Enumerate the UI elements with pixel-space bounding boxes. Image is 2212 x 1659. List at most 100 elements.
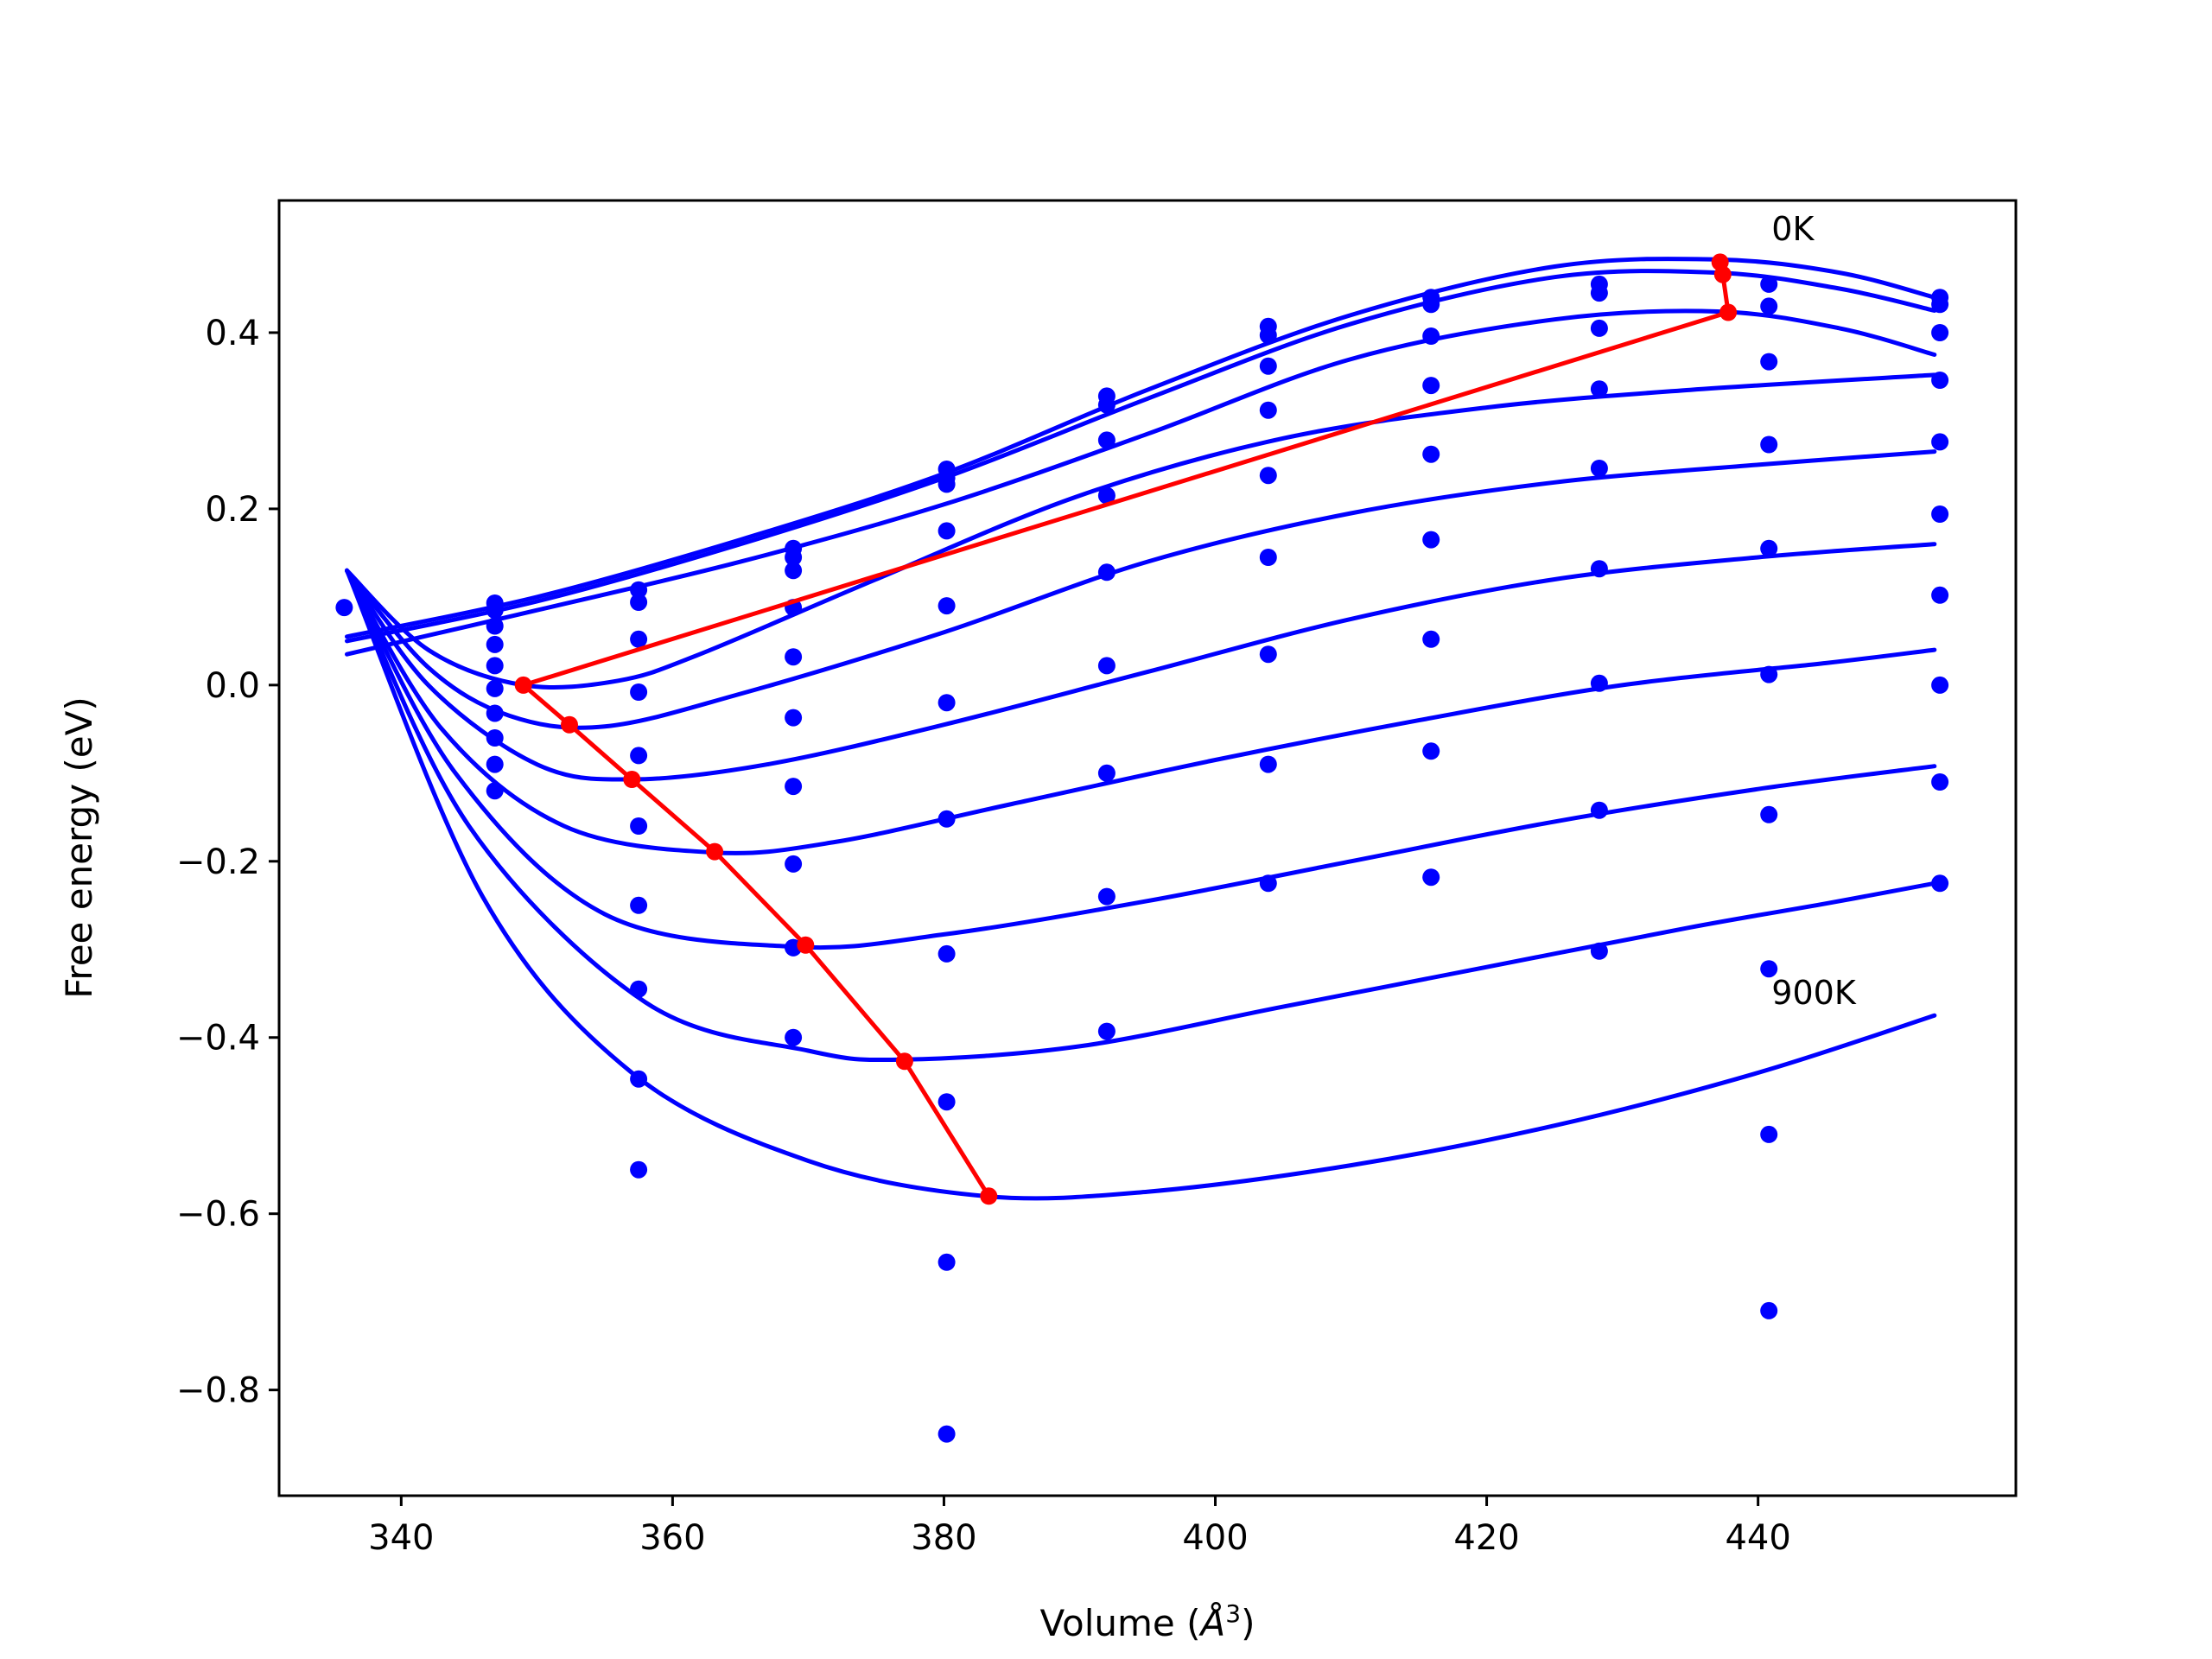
- data-point: [1097, 764, 1116, 782]
- plot-area-frame: [277, 199, 2018, 1497]
- data-point: [1931, 676, 1949, 694]
- data-point: [938, 597, 956, 615]
- fit-curve: [345, 568, 1937, 1063]
- data-point: [785, 778, 803, 796]
- data-point: [1097, 396, 1116, 414]
- y-tick-label: 0.0: [205, 666, 260, 706]
- minimum-point: [1719, 303, 1738, 321]
- data-point: [1259, 467, 1277, 485]
- minimum-point: [895, 1052, 913, 1071]
- data-point: [1590, 674, 1608, 692]
- x-tick-label: 400: [1182, 1518, 1248, 1558]
- data-point: [1760, 297, 1778, 315]
- data-point: [1259, 401, 1277, 419]
- data-point: [1097, 431, 1116, 449]
- data-point: [785, 709, 803, 727]
- data-point: [1259, 327, 1277, 344]
- data-point: [1097, 563, 1116, 582]
- minimum-point: [706, 842, 724, 861]
- data-point: [486, 729, 504, 747]
- minimum-path-line: [521, 261, 1731, 1198]
- annotations: 0K 900K: [1771, 210, 1857, 1012]
- data-point: [1422, 296, 1440, 314]
- data-point: [1760, 539, 1778, 557]
- data-point: [630, 896, 648, 914]
- data-point: [630, 817, 648, 835]
- data-point: [1259, 357, 1277, 375]
- data-point: [1760, 435, 1778, 454]
- minimum-point: [1713, 265, 1732, 283]
- fit-curve: [345, 568, 1937, 855]
- data-point: [1097, 486, 1116, 505]
- minimum-point: [980, 1187, 998, 1205]
- data-point: [1590, 284, 1608, 302]
- data-point: [1760, 805, 1778, 823]
- data-point: [630, 581, 648, 599]
- x-axis-ticks: 340 360 380 400 420 440: [368, 1496, 1791, 1558]
- data-point: [938, 810, 956, 828]
- fit-curve: [345, 257, 1937, 639]
- data-point: [486, 782, 504, 800]
- data-point: [630, 630, 648, 648]
- data-point: [1760, 960, 1778, 978]
- fit-curve: [345, 542, 1937, 782]
- data-point: [938, 1093, 956, 1111]
- data-point: [785, 648, 803, 666]
- temperature-annotation: 0K: [1771, 210, 1815, 248]
- data-point: [1422, 377, 1440, 395]
- x-tick-label: 440: [1725, 1518, 1790, 1558]
- data-point: [1760, 1301, 1778, 1319]
- data-point: [1590, 560, 1608, 578]
- data-point: [1259, 549, 1277, 566]
- data-point: [938, 1253, 956, 1271]
- fit-curve: [345, 568, 1937, 1201]
- data-point: [1422, 630, 1440, 648]
- data-point: [486, 635, 504, 653]
- y-tick-label: −0.8: [176, 1371, 260, 1411]
- data-point: [630, 980, 648, 998]
- data-point: [1259, 645, 1277, 664]
- data-point: [938, 1425, 956, 1443]
- data-point: [1931, 296, 1949, 314]
- temperature-annotation: 900K: [1771, 974, 1857, 1012]
- data-point: [486, 601, 504, 620]
- data-point: [486, 755, 504, 773]
- x-tick-label: 380: [911, 1518, 976, 1558]
- data-point: [1097, 887, 1116, 906]
- data-point: [1931, 505, 1949, 523]
- y-tick-label: 0.2: [205, 490, 260, 530]
- minimum-path: [514, 253, 1738, 1205]
- y-axis-label: Free energy (eV): [58, 696, 100, 999]
- data-point: [486, 704, 504, 722]
- fit-curve: [345, 568, 1937, 950]
- minimum-point: [514, 676, 532, 694]
- y-tick-label: 0.4: [205, 314, 260, 353]
- data-point: [1760, 665, 1778, 683]
- data-point: [486, 657, 504, 675]
- data-point: [938, 475, 956, 493]
- data-point: [1097, 1022, 1116, 1040]
- data-point: [785, 1028, 803, 1046]
- data-point: [1259, 755, 1277, 773]
- data-point: [1422, 868, 1440, 887]
- x-tick-label: 340: [368, 1518, 434, 1558]
- data-points: [335, 275, 1949, 1443]
- data-point: [785, 562, 803, 580]
- data-point: [1590, 801, 1608, 819]
- data-point: [1931, 372, 1949, 389]
- data-point: [1931, 773, 1949, 791]
- data-point: [1760, 275, 1778, 293]
- data-point: [1590, 380, 1608, 398]
- x-axis-label: Volume (Å3): [1040, 1599, 1255, 1644]
- data-point: [1931, 874, 1949, 893]
- data-point: [1590, 942, 1608, 960]
- data-point: [938, 522, 956, 540]
- data-point: [630, 594, 648, 611]
- data-point: [1422, 327, 1440, 345]
- y-tick-label: −0.6: [176, 1195, 260, 1235]
- data-point: [785, 855, 803, 873]
- data-point: [1422, 742, 1440, 760]
- x-tick-label: 360: [639, 1518, 705, 1558]
- data-point: [1259, 874, 1277, 893]
